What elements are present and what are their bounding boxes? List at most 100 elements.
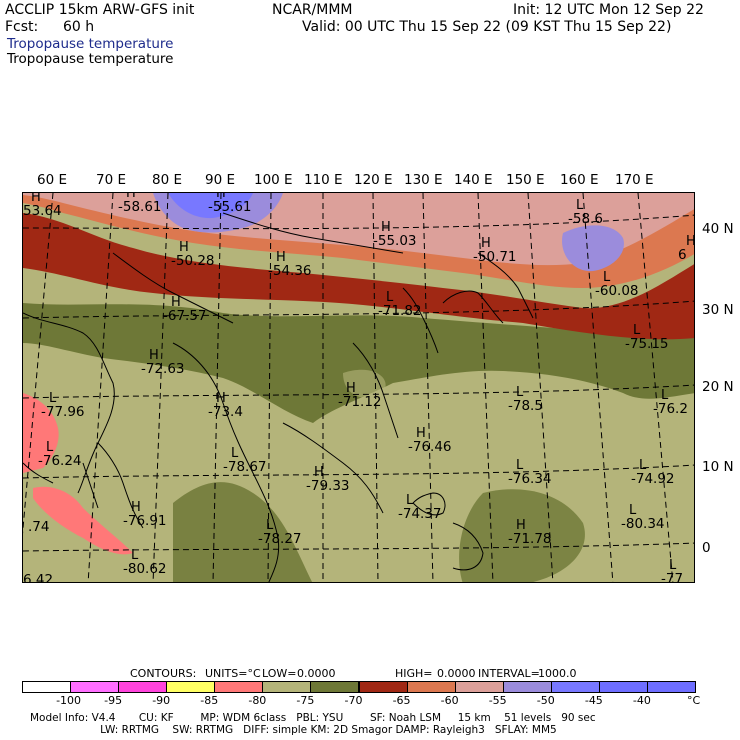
color-bar-tick: -80 (248, 694, 267, 707)
field-band-olive (23, 303, 694, 423)
extremum-value: -75.15 (625, 336, 669, 352)
extremum-marker: L (633, 323, 641, 338)
extremum-marker: L (406, 493, 414, 508)
lon-label-60e: 60 E (37, 172, 67, 188)
extremum-marker: H (131, 500, 141, 515)
field-patch-blue-west (168, 193, 253, 219)
contours-label: CONTOURS: (130, 667, 197, 680)
extremum-marker: H (381, 220, 391, 235)
extremum-value: -74.37 (398, 506, 442, 522)
color-bar-tick: -100 (56, 694, 82, 707)
field-title-1: Tropopause temperature (7, 36, 174, 52)
extremum-marker: L (576, 198, 584, 213)
extremum-value: -78.67 (223, 459, 267, 475)
unit-symbol: °C (687, 694, 701, 707)
lon-label-160e: 160 E (560, 172, 599, 188)
units-label: UNITS=°C (205, 667, 261, 680)
tropopause-temperature-map: H -58.61 H -55.61 L -58.6 H -55.03 H -50.28 H -54.3… (22, 192, 695, 583)
extremum-marker: H (31, 193, 41, 205)
color-bar-segment (454, 681, 504, 693)
field-patch-olive-east (459, 489, 585, 582)
extremum-value: -77.96 (41, 404, 85, 420)
high-label: HIGH= (395, 667, 433, 680)
extremum-marker: H (179, 240, 189, 255)
model-title: ACCLIP 15km ARW-GFS init (5, 2, 195, 18)
extremum-value: -55.61 (208, 199, 252, 215)
extremum-marker: L (131, 548, 139, 563)
extremum-marker: L (266, 518, 274, 533)
extremum-marker: L (516, 458, 524, 473)
extremum-value: -80.62 (123, 561, 167, 577)
color-bar-segment (358, 681, 408, 693)
extremum-value: -55.03 (373, 233, 417, 249)
valid-time: Valid: 00 UTC Thu 15 Sep 22 (09 KST Thu … (302, 19, 672, 35)
extremum-marker: H (149, 348, 159, 363)
extremum-value: -71.78 (508, 531, 552, 547)
field-patch-salmon-south (33, 486, 133, 555)
extremum-value: .74 (28, 519, 49, 535)
lat-label-0: 0 (702, 540, 711, 556)
color-bar-segment (70, 681, 120, 693)
fcst-value: 60 h (63, 19, 95, 35)
field-patch-purple-east (562, 225, 624, 272)
extremum-marker: H (516, 518, 526, 533)
extremum-value: -72.63 (141, 361, 185, 377)
extremum-marker: H (216, 391, 226, 406)
color-bar-segment (598, 681, 648, 693)
extremum-marker: L (603, 270, 611, 285)
lat-label-40n: 40 N (702, 221, 734, 237)
extremum-marker: L (386, 290, 394, 305)
field-band-darkred (23, 213, 694, 340)
fcst-label: Fcst: (5, 19, 39, 35)
extremum-value: -71.12 (338, 394, 382, 410)
extremum-marker: H (216, 193, 226, 201)
extremum-value: -67.57 (163, 308, 207, 324)
color-bar-segment (214, 681, 264, 693)
color-bar-tick: -95 (104, 694, 123, 707)
extremum-value: 6.42 (23, 572, 53, 583)
extremum-value: -50.71 (473, 249, 517, 265)
extremum-value: -74.92 (631, 471, 675, 487)
color-bar-tick: -55 (488, 694, 507, 707)
lon-label-80e: 80 E (152, 172, 182, 188)
extremum-marker: L (661, 388, 669, 403)
lon-label-110e: 110 E (304, 172, 343, 188)
lon-label-90e: 90 E (205, 172, 235, 188)
interval-label: INTERVAL= (478, 667, 540, 680)
extremum-value: -76.24 (38, 453, 82, 469)
extremum-value: -58.61 (118, 199, 162, 215)
color-bar-segment (646, 681, 696, 693)
extremum-value: -60.08 (595, 283, 639, 299)
field-title-2: Tropopause temperature (7, 51, 174, 67)
extremum-value: -76.2 (653, 401, 688, 417)
extremum-marker: L (639, 458, 647, 473)
graticule (23, 193, 694, 582)
extremum-value: -71.82 (378, 303, 422, 319)
extremum-marker: L (516, 385, 524, 400)
color-bar-segment (22, 681, 72, 693)
color-bar-segment (406, 681, 456, 693)
extremum-marker: L (49, 391, 57, 406)
extremum-value: -76.91 (123, 513, 167, 529)
extremum-value: -78.27 (258, 531, 302, 547)
extremum-marker: L (669, 558, 677, 573)
extremum-value: -50.28 (171, 253, 215, 269)
color-bar-tick: -40 (632, 694, 651, 707)
lat-label-20n: 20 N (702, 379, 734, 395)
lat-label-30n: 30 N (702, 302, 734, 318)
extremum-marker: L (231, 446, 239, 461)
model-info-line-2: LW: RRTMG SW: RRTMG DIFF: simple KM: 2D … (30, 724, 557, 736)
color-bar-tick: -90 (152, 694, 171, 707)
extremum-marker: H (171, 295, 181, 310)
color-bar-tick: -85 (200, 694, 219, 707)
lon-label-150e: 150 E (506, 172, 545, 188)
org-label: NCAR/MMM (272, 2, 353, 18)
color-bar-segment (166, 681, 216, 693)
color-bar-tick: -45 (584, 694, 603, 707)
extremum-marker: H (416, 426, 426, 441)
lon-label-130e: 130 E (404, 172, 443, 188)
extremum-value: -76.34 (508, 471, 552, 487)
extremum-value: 53.64 (23, 203, 62, 219)
lon-label-100e: 100 E (254, 172, 293, 188)
extremum-value: -54.36 (268, 263, 312, 279)
